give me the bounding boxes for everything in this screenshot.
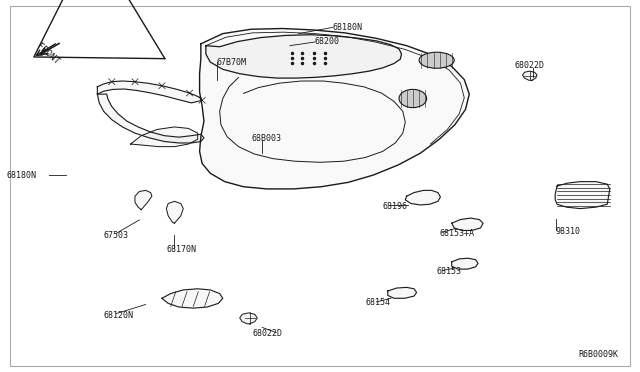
Polygon shape [523, 71, 537, 80]
Text: 68196: 68196 [383, 202, 408, 211]
Text: 68120N: 68120N [104, 311, 134, 320]
Polygon shape [162, 289, 223, 308]
Polygon shape [452, 258, 478, 269]
Text: 68154: 68154 [366, 298, 391, 307]
Text: 68022D: 68022D [515, 61, 545, 70]
Polygon shape [556, 182, 610, 209]
Text: 67B70M: 67B70M [216, 58, 246, 67]
Polygon shape [97, 94, 204, 143]
Text: 68170N: 68170N [166, 245, 196, 254]
Text: R6B0009K: R6B0009K [578, 350, 618, 359]
Polygon shape [405, 190, 440, 205]
Text: 68180N: 68180N [333, 23, 362, 32]
Polygon shape [131, 127, 198, 147]
Text: 68180N: 68180N [6, 171, 36, 180]
Polygon shape [135, 190, 152, 210]
Text: FRONT: FRONT [34, 42, 60, 66]
Polygon shape [200, 29, 469, 189]
Polygon shape [97, 81, 202, 103]
Text: 68B003: 68B003 [251, 134, 281, 143]
Text: 67503: 67503 [104, 231, 129, 240]
Polygon shape [452, 218, 483, 231]
Text: 68153+A: 68153+A [439, 229, 474, 238]
Text: 68153: 68153 [436, 267, 461, 276]
Polygon shape [48, 39, 76, 53]
Polygon shape [388, 287, 417, 298]
Polygon shape [206, 35, 401, 78]
Ellipse shape [419, 52, 454, 68]
Polygon shape [240, 313, 257, 324]
Text: 68022D: 68022D [252, 329, 282, 338]
Ellipse shape [399, 89, 427, 108]
Polygon shape [166, 201, 183, 223]
Text: 68200: 68200 [315, 38, 340, 46]
Text: 98310: 98310 [556, 227, 581, 236]
